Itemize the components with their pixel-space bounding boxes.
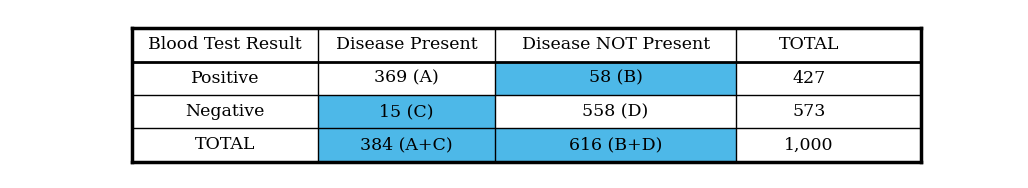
Text: Negative: Negative [185,103,265,120]
Bar [133,62,318,95]
Text: Positive: Positive [191,70,259,87]
Bar [736,128,882,161]
Bar [133,28,318,62]
Bar [736,28,882,62]
Bar [133,95,318,128]
Text: 369 (A): 369 (A) [374,70,439,87]
Text: 15 (C): 15 (C) [379,103,434,120]
Bar [495,95,736,128]
Text: Blood Test Result: Blood Test Result [148,36,302,54]
Bar [318,95,495,128]
Bar [133,128,318,161]
Text: Disease NOT Present: Disease NOT Present [521,36,709,54]
Text: TOTAL: TOTAL [778,36,839,54]
Bar [318,128,495,161]
Text: 558 (D): 558 (D) [583,103,649,120]
Bar [736,62,882,95]
Text: 1,000: 1,000 [784,136,834,153]
Bar [495,62,736,95]
Text: TOTAL: TOTAL [195,136,255,153]
Text: 58 (B): 58 (B) [589,70,642,87]
Bar [318,62,495,95]
Text: 427: 427 [793,70,825,87]
Bar [495,128,736,161]
Bar [736,95,882,128]
Text: Disease Present: Disease Present [336,36,477,54]
Bar [318,28,495,62]
Text: 616 (B+D): 616 (B+D) [568,136,662,153]
Text: 573: 573 [793,103,825,120]
Bar [495,28,736,62]
Text: 384 (A+C): 384 (A+C) [360,136,453,153]
